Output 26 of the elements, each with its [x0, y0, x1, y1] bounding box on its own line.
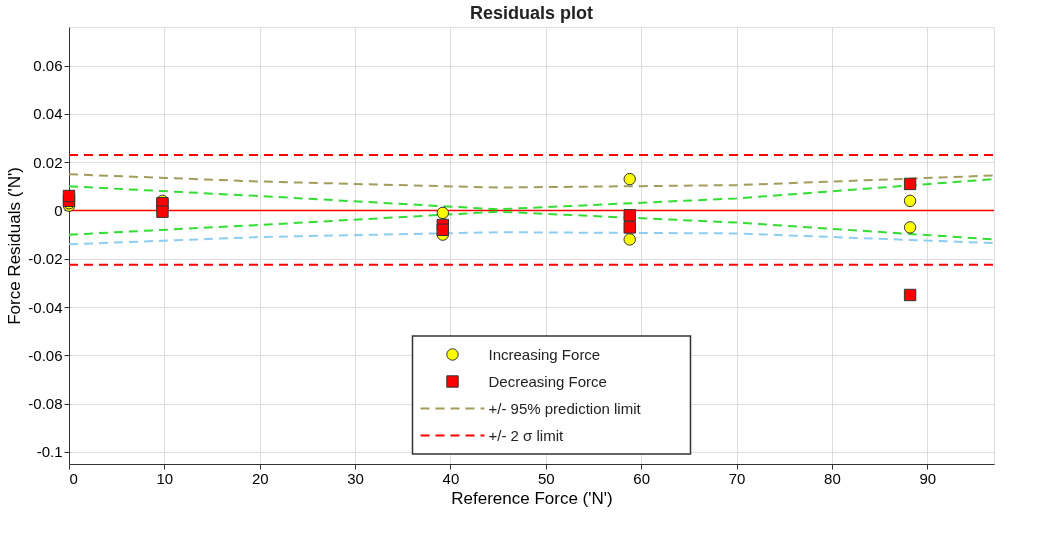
x-tick-label: 80	[824, 469, 841, 487]
y-axis-title: Force Residuals ('N')	[5, 167, 25, 325]
x-tick-label: 60	[633, 469, 651, 487]
y-tick-label: -0.06	[28, 346, 63, 364]
y-tick-label: 0.04	[33, 105, 63, 123]
x-tick-label: 10	[156, 469, 174, 487]
y-tick-label: -0.1	[36, 443, 63, 461]
y-tick-label: -0.02	[28, 250, 63, 268]
x-tick-label: 90	[919, 469, 937, 487]
x-tick-label: 40	[442, 469, 460, 487]
x-tick-label: 0	[69, 469, 78, 487]
x-tick-label: 50	[537, 469, 555, 487]
x-tick-label: 30	[347, 469, 364, 487]
y-tick-label: 0.02	[33, 153, 63, 171]
y-tick-label: -0.04	[28, 298, 63, 316]
y-tick-label: 0	[54, 201, 63, 219]
legend-label: Decreasing Force	[488, 372, 607, 390]
legend-label: +/- 2 σ limit	[488, 426, 565, 444]
y-tick-label: 0.06	[33, 57, 63, 75]
legend-label: Increasing Force	[488, 345, 601, 363]
y-tick-label: -0.08	[28, 395, 63, 413]
x-axis-title: Reference Force ('N')	[451, 488, 613, 508]
chart-title: Residuals plot	[469, 3, 594, 23]
legend-label: +/- 95% prediction limit	[488, 399, 642, 417]
x-tick-label: 20	[251, 469, 269, 487]
x-tick-label: 70	[728, 469, 746, 487]
